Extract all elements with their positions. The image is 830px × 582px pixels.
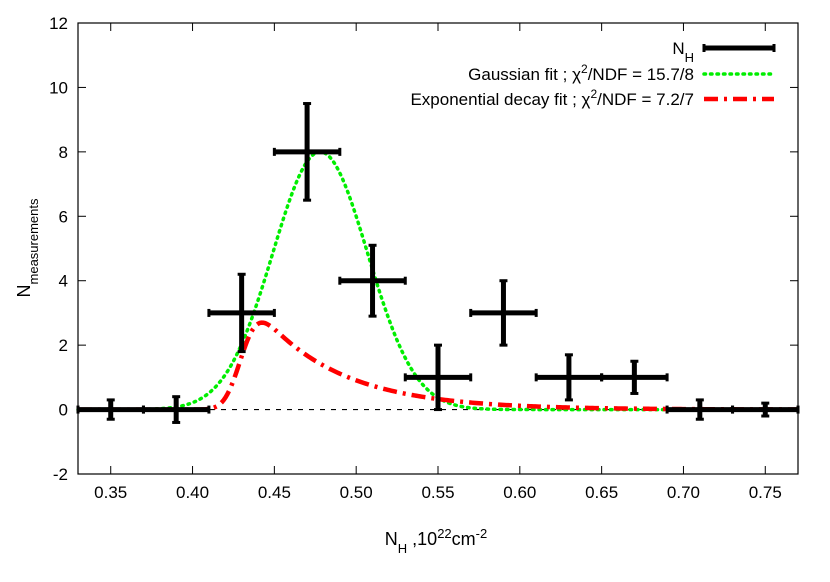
x-tick-label: 0.55: [421, 483, 454, 502]
x-axis-label-unit: cm: [452, 529, 476, 549]
x-axis-label-rest: ,10: [407, 529, 437, 549]
legend-label-gaussian-main: Gaussian fit ; χ: [468, 65, 581, 84]
x-axis-label-sub: H: [398, 541, 407, 556]
data-point: [600, 359, 669, 395]
x-tick-label: 0.70: [667, 483, 700, 502]
x-tick-label: 0.65: [585, 483, 618, 502]
y-tick-label: 6: [59, 207, 68, 226]
x-axis-label-sup: 22: [437, 526, 451, 541]
data-point: [207, 272, 276, 354]
data-point: [534, 353, 604, 402]
points-layer: [76, 102, 800, 424]
x-tick-label: 0.35: [94, 483, 127, 502]
legend-label-gaussian-rest: /NDF = 15.7/8: [588, 65, 694, 84]
x-tick-label: 0.50: [340, 483, 373, 502]
legend-sample-nh: [702, 44, 776, 52]
ticks-layer: 0.35 0.40 0.45 0.50 0.55 0.60 0.65 0.70 0.75 -2 0 2…: [49, 14, 798, 502]
y-tick-label: 8: [59, 143, 68, 162]
y-tick-label: 0: [59, 401, 68, 420]
legend-label-nh: NH: [672, 39, 694, 65]
legend-label-gaussian: Gaussian fit ; χ2/NDF = 15.7/8: [468, 62, 694, 84]
x-axis-label-main: N: [385, 529, 398, 549]
data-point: [403, 343, 473, 412]
x-tick-label: 0.40: [176, 483, 209, 502]
legend-label-nh-main: N: [672, 39, 684, 58]
y-axis-label-main: N: [14, 284, 34, 297]
x-axis-label: NH ,1022cm-2: [385, 526, 487, 556]
y-tick-label: 2: [59, 336, 68, 355]
y-tick-label: 10: [49, 78, 68, 97]
legend-label-exponential: Exponential decay fit ; χ2/NDF = 7.2/7: [410, 87, 694, 109]
x-tick-label: 0.60: [503, 483, 536, 502]
legend-label-exponential-sup: 2: [590, 87, 597, 101]
y-axis-label-sub: measurements: [26, 198, 41, 284]
data-point: [665, 398, 735, 421]
y-axis-label: Nmeasurements: [14, 198, 41, 297]
legend-label-nh-sub: H: [685, 50, 694, 65]
x-axis-label-unit-sup: -2: [476, 526, 488, 541]
legend-label-exponential-main: Exponential decay fit ; χ: [410, 90, 590, 109]
legend-label-exponential-rest: /NDF = 7.2/7: [597, 90, 694, 109]
legend-label-gaussian-sup: 2: [581, 62, 588, 76]
data-point: [731, 401, 800, 418]
y-tick-label: -2: [53, 465, 68, 484]
x-tick-label: 0.45: [258, 483, 291, 502]
data-point: [76, 398, 145, 421]
legend: NH Gaussian fit ; χ2/NDF = 15.7/8 Expone…: [410, 39, 776, 109]
data-point: [141, 395, 211, 424]
data-point: [469, 279, 538, 347]
x-tick-label: 0.75: [749, 483, 782, 502]
y-tick-label: 12: [49, 14, 68, 33]
data-point: [338, 243, 407, 318]
y-tick-label: 4: [59, 272, 68, 291]
data-point: [272, 102, 342, 202]
